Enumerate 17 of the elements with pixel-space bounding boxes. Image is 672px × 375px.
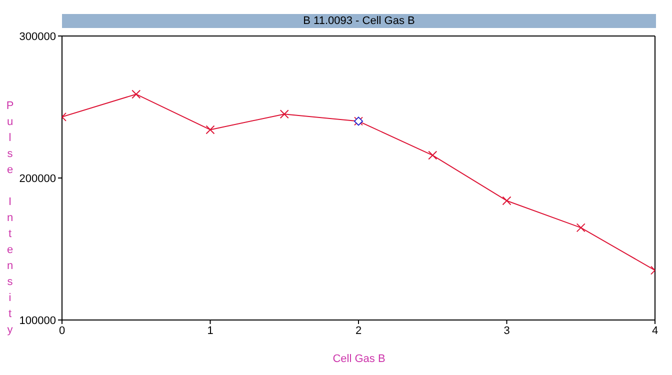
- chart-title: B 11.0093 - Cell Gas B: [62, 14, 656, 28]
- y-tick-label: 300000: [19, 30, 56, 43]
- point: [132, 90, 141, 99]
- x-tick-label: 4: [652, 324, 658, 337]
- y-tick-label: 200000: [19, 172, 56, 185]
- x-tick-label: 0: [58, 324, 66, 337]
- x-tick-label: 2: [355, 324, 362, 337]
- x-axis-title: Cell Gas B: [332, 353, 386, 365]
- point: [502, 196, 512, 206]
- point: [576, 223, 586, 232]
- y-axis-title: Pulse Intensity: [4, 100, 17, 340]
- y-tick-label: 100000: [19, 314, 56, 327]
- point: [206, 125, 215, 134]
- x-tick-label: 1: [207, 324, 214, 337]
- point: [280, 110, 289, 119]
- point: [428, 150, 438, 160]
- x-tick-label: 3: [504, 324, 510, 337]
